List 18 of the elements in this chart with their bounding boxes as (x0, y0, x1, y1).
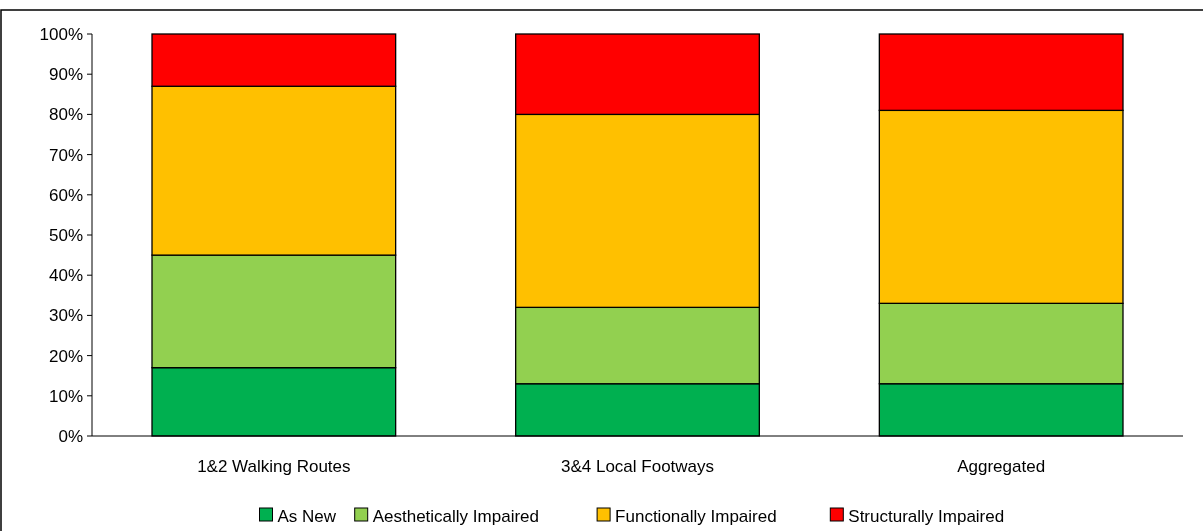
y-tick-label: 10% (48, 386, 83, 406)
y-tick-label: 100% (39, 24, 83, 44)
y-tick-label: 80% (48, 105, 83, 125)
x-tick-label: 1&2 Walking Routes (197, 457, 351, 476)
x-tick-label: 3&4 Local Footways (560, 457, 715, 476)
legend-label: As New (277, 506, 337, 526)
y-tick-label: 0% (58, 426, 83, 446)
legend-label: Structurally Impaired (848, 506, 1005, 526)
y-tick-label: 70% (48, 145, 83, 165)
y-tick-label: 30% (48, 306, 83, 326)
y-tick-label: 20% (48, 346, 83, 366)
y-tick-label: 90% (48, 65, 83, 85)
x-tick-label: Aggregated (957, 457, 1046, 476)
y-tick-label: 60% (48, 185, 83, 205)
legend-label: Aesthetically Impaired (372, 506, 540, 526)
legend-label: Functionally Impaired (615, 506, 777, 526)
y-tick-label: 50% (48, 225, 83, 245)
y-tick-label: 40% (48, 266, 83, 286)
